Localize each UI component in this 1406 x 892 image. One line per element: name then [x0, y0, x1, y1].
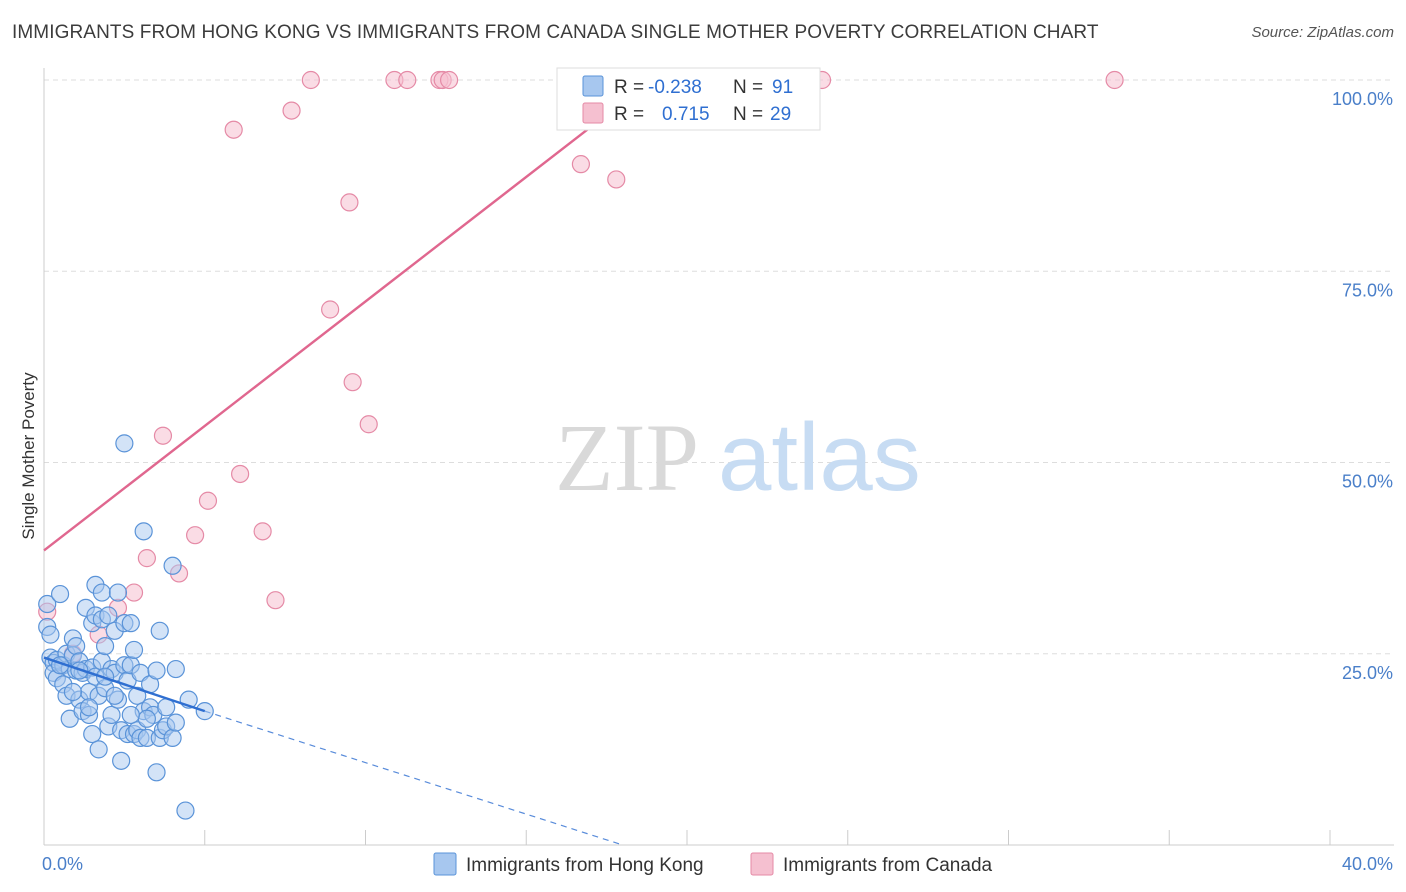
point-canada-26	[607, 170, 626, 189]
point-hongkong-63	[134, 522, 153, 541]
series-legend: Immigrants from Hong Kong Immigrants fro…	[433, 852, 993, 876]
legend-r-label-canada: R =	[614, 104, 644, 125]
point-hongkong-58	[115, 434, 134, 453]
series-legend-label-canada: Immigrants from Canada	[783, 855, 993, 876]
point-hongkong-56	[124, 640, 144, 660]
gridlines	[44, 79, 1394, 655]
y-tick-label-2: 75.0%	[1342, 280, 1393, 300]
point-canada-21	[398, 70, 417, 90]
y-tick-label-0: 25.0%	[1342, 663, 1393, 683]
legend-swatch-canada	[582, 102, 604, 124]
point-canada-28	[1105, 70, 1124, 90]
point-hongkong-0	[38, 594, 57, 614]
point-canada-9	[198, 491, 218, 510]
trend-lines	[43, 71, 663, 846]
point-hongkong-40	[99, 606, 118, 625]
legend-n-value-canada: 29	[770, 104, 791, 125]
point-canada-10	[224, 120, 243, 139]
point-hongkong-46	[108, 583, 128, 602]
x-tick-label-0: 0.0%	[42, 854, 83, 874]
point-hongkong-29	[83, 724, 102, 744]
point-canada-15	[301, 70, 320, 90]
watermark-zip: ZIP	[555, 404, 699, 511]
chart-title: IMMIGRANTS FROM HONG KONG VS IMMIGRANTS …	[12, 22, 1099, 43]
point-hongkong-38	[95, 636, 115, 656]
point-hongkong-72	[150, 621, 169, 640]
point-hongkong-35	[92, 583, 111, 602]
point-hongkong-2	[41, 625, 60, 644]
point-hongkong-70	[147, 661, 166, 680]
legend-swatch-hongkong	[582, 75, 604, 97]
series-hongkong-points	[38, 434, 214, 820]
legend-r-value-canada: 0.715	[662, 104, 710, 125]
point-canada-11	[231, 464, 250, 484]
point-canada-12	[253, 522, 272, 541]
trend-line-canada	[43, 71, 663, 552]
point-hongkong-81	[176, 801, 195, 820]
point-canada-18	[343, 373, 362, 392]
point-hongkong-59	[128, 686, 147, 705]
point-hongkong-8	[50, 584, 70, 604]
series-canada-points	[38, 70, 1124, 663]
legend-r-value-hongkong: -0.238	[648, 77, 702, 98]
point-hongkong-85	[63, 682, 83, 702]
watermark-atlas: atlas	[718, 404, 921, 511]
point-hongkong-17	[67, 636, 86, 656]
point-hongkong-69	[147, 763, 166, 782]
point-canada-19	[359, 415, 378, 434]
y-axis-label: Single Mother Poverty	[19, 372, 38, 540]
point-hongkong-79	[166, 659, 185, 679]
point-canada-13	[266, 591, 285, 610]
point-canada-25	[571, 155, 591, 174]
x-tick-labels: 0.0% 40.0%	[42, 854, 1393, 874]
point-canada-4	[124, 583, 144, 602]
series-legend-swatch-hongkong	[433, 852, 457, 876]
point-canada-6	[153, 426, 173, 445]
watermark: ZIP atlas	[555, 404, 921, 511]
trend-line-hongkong-extension	[204, 710, 623, 846]
legend-n-label-hongkong: N =	[733, 77, 763, 98]
y-tick-label-3: 100.0%	[1332, 89, 1393, 109]
y-tick-labels: 25.0% 50.0% 75.0% 100.0%	[1332, 89, 1393, 683]
point-hongkong-84	[105, 686, 124, 705]
legend-r-label-hongkong: R =	[614, 77, 644, 98]
stats-legend: R = -0.238 N = 91 R = 0.715 N = 29	[556, 67, 821, 131]
point-hongkong-77	[166, 713, 185, 732]
y-tick-label-1: 50.0%	[1342, 472, 1393, 492]
point-canada-8	[186, 526, 205, 545]
axes	[43, 68, 1394, 846]
point-hongkong-43	[102, 705, 121, 725]
point-hongkong-49	[112, 751, 131, 770]
point-canada-14	[282, 101, 301, 120]
x-tick-label-1: 40.0%	[1342, 854, 1393, 874]
point-hongkong-76	[163, 728, 182, 748]
point-canada-16	[321, 300, 340, 319]
point-canada-24	[439, 70, 459, 90]
point-canada-5	[137, 549, 156, 568]
legend-n-value-hongkong: 91	[772, 77, 793, 98]
point-hongkong-88	[121, 705, 140, 725]
point-hongkong-54	[121, 614, 140, 633]
legend-n-label-canada: N =	[733, 104, 763, 125]
point-hongkong-78	[163, 556, 182, 575]
trend-line-hongkong	[43, 656, 206, 713]
point-hongkong-34	[89, 740, 108, 759]
point-hongkong-87	[137, 709, 156, 728]
point-hongkong-83	[79, 698, 99, 717]
series-legend-label-hongkong: Immigrants from Hong Kong	[466, 855, 704, 876]
series-legend-swatch-canada	[750, 852, 774, 876]
source-credit: Source: ZipAtlas.com	[1251, 24, 1394, 41]
point-canada-17	[340, 193, 359, 212]
